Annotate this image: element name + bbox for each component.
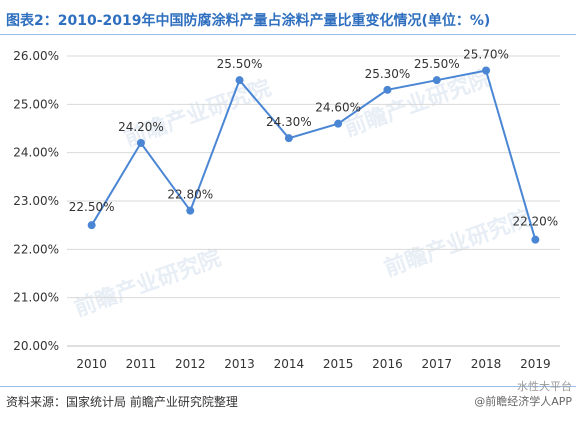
footer-divider: [0, 386, 576, 387]
data-points: [87, 66, 540, 244]
x-tick-label: 2013: [224, 357, 255, 371]
title-divider: [0, 34, 576, 35]
watermark-text: 前瞻产业研究院: [71, 245, 225, 322]
watermark-wechat-name: 水性大平台: [517, 380, 572, 393]
x-axis-ticks: 2010 2011 2012 2013 2014 2015 2016 2017 2018 2019: [76, 357, 550, 371]
x-tick-label: 2015: [323, 357, 354, 371]
data-label: 25.50%: [414, 57, 460, 71]
data-label: 25.70%: [463, 48, 509, 62]
x-tick-label: 2017: [421, 357, 452, 371]
data-label: 22.80%: [167, 188, 213, 202]
y-tick-label: 23.00%: [13, 194, 59, 208]
data-point: [284, 134, 293, 143]
y-tick-label: 20.00%: [13, 339, 59, 353]
data-label: 24.20%: [118, 120, 164, 134]
x-tick-label: 2014: [274, 357, 305, 371]
x-tick-label: 2011: [126, 357, 157, 371]
data-label: 22.50%: [69, 200, 115, 214]
x-tick-label: 2012: [175, 357, 206, 371]
chart-title: 图表2：2010-2019年中国防腐涂料产量占涂料产量比重变化情况(单位：%): [6, 13, 491, 29]
y-tick-label: 22.00%: [13, 242, 59, 256]
data-point: [531, 235, 540, 244]
x-tick-label: 2016: [372, 357, 403, 371]
x-tick-label: 2010: [76, 357, 107, 371]
series-line: [90, 69, 537, 240]
data-point: [87, 221, 96, 230]
data-label: 25.50%: [217, 57, 263, 71]
data-point: [334, 119, 343, 128]
source-note: 资料来源：国家统计局 前瞻产业研究院整理: [6, 395, 238, 409]
y-axis-ticks: 20.00% 21.00% 22.00% 23.00% 24.00% 25.00% 26.0…: [13, 49, 59, 353]
x-tick-label: 2018: [471, 357, 502, 371]
x-tick-label: 2019: [520, 357, 551, 371]
data-label: 22.20%: [512, 215, 558, 229]
data-label: 25.30%: [365, 67, 411, 81]
data-point: [482, 66, 491, 75]
y-tick-label: 21.00%: [13, 291, 59, 305]
watermark-text: 前瞻产业研究院: [381, 205, 535, 282]
data-point: [235, 76, 244, 85]
y-tick-label: 24.00%: [13, 146, 59, 160]
data-point: [136, 139, 145, 147]
data-point: [383, 85, 392, 94]
watermark-handle: @前瞻经济学人APP: [474, 395, 572, 408]
data-label: 24.30%: [266, 115, 312, 129]
data-point: [432, 76, 441, 85]
y-tick-label: 25.00%: [13, 97, 59, 111]
data-labels: 22.50% 24.20% 22.80% 25.50% 24.30%24.60% 25.3…: [69, 48, 558, 229]
data-point: [186, 206, 195, 215]
y-tick-label: 26.00%: [13, 49, 59, 63]
data-label: 24.60%: [315, 101, 361, 115]
